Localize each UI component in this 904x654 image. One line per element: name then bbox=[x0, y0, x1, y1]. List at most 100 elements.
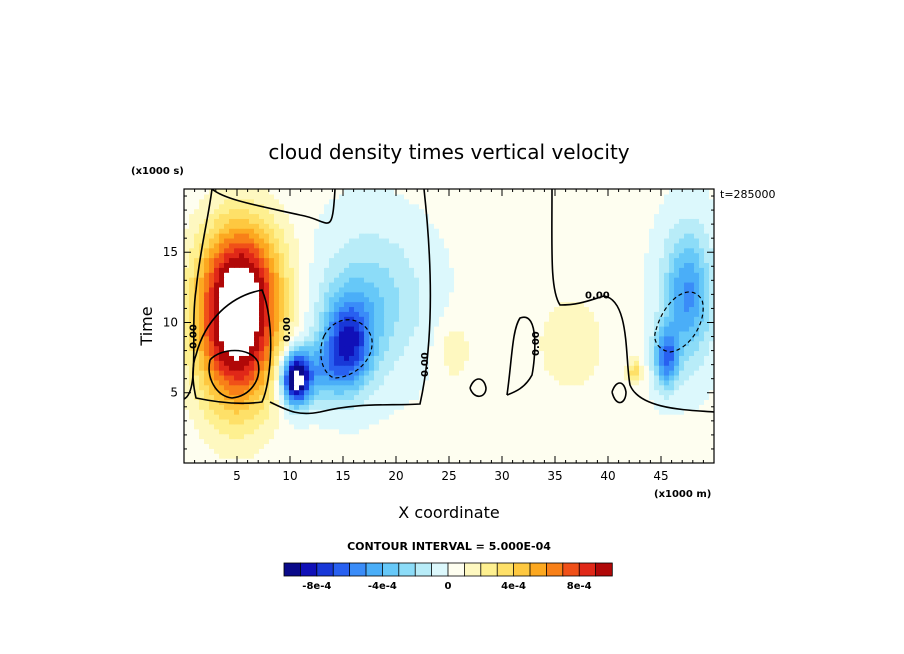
field-cell bbox=[324, 365, 330, 371]
field-cell bbox=[369, 306, 375, 312]
field-cell bbox=[254, 443, 260, 449]
field-cell bbox=[254, 453, 260, 459]
field-cell bbox=[489, 453, 495, 459]
field-cell bbox=[554, 379, 560, 386]
field-cell bbox=[264, 316, 270, 322]
field-cell bbox=[389, 389, 395, 396]
field-cell bbox=[454, 291, 460, 298]
field-cell bbox=[449, 365, 455, 371]
field-cell bbox=[499, 428, 505, 435]
field-cell bbox=[419, 306, 425, 312]
field-cell bbox=[659, 237, 665, 244]
field-cell bbox=[304, 301, 310, 308]
field-cell bbox=[459, 326, 465, 332]
field-cell bbox=[584, 306, 590, 312]
field-cell bbox=[404, 267, 410, 273]
field-cell bbox=[264, 409, 270, 415]
field-cell bbox=[694, 345, 700, 352]
field-cell bbox=[354, 340, 360, 347]
field-cell bbox=[309, 272, 315, 278]
field-cell bbox=[364, 365, 370, 371]
field-cell bbox=[214, 306, 220, 312]
field-cell bbox=[639, 389, 645, 396]
field-cell bbox=[469, 438, 475, 445]
field-cell bbox=[669, 414, 675, 420]
field-cell bbox=[469, 365, 475, 371]
field-cell bbox=[349, 448, 355, 454]
field-cell bbox=[189, 326, 195, 332]
field-cell bbox=[579, 281, 585, 288]
field-cell bbox=[504, 374, 510, 381]
field-cell bbox=[349, 291, 355, 298]
field-cell bbox=[454, 311, 460, 317]
field-cell bbox=[684, 414, 690, 420]
field-cell bbox=[314, 311, 320, 317]
field-cell bbox=[429, 443, 435, 449]
field-cell bbox=[579, 345, 585, 352]
field-cell bbox=[229, 423, 235, 430]
field-cell bbox=[344, 389, 350, 396]
field-cell bbox=[229, 321, 235, 327]
field-cell bbox=[634, 360, 640, 366]
field-cell bbox=[559, 291, 565, 298]
field-cell bbox=[704, 423, 710, 430]
field-cell bbox=[329, 291, 335, 298]
field-cell bbox=[344, 418, 350, 425]
field-cell bbox=[669, 379, 675, 386]
field-cell bbox=[404, 418, 410, 425]
field-cell bbox=[409, 306, 415, 312]
field-cell bbox=[674, 237, 680, 244]
field-cell bbox=[199, 414, 205, 420]
field-cell bbox=[619, 404, 625, 410]
field-cell bbox=[269, 247, 275, 254]
field-cell bbox=[279, 448, 285, 454]
field-cell bbox=[349, 335, 355, 342]
field-cell bbox=[369, 296, 375, 303]
field-cell bbox=[219, 247, 225, 254]
field-cell bbox=[384, 389, 390, 396]
field-cell bbox=[659, 252, 665, 259]
field-cell bbox=[344, 316, 350, 322]
field-cell bbox=[279, 247, 285, 254]
field-cell bbox=[499, 291, 505, 298]
field-cell bbox=[339, 428, 345, 435]
field-cell bbox=[449, 321, 455, 327]
field-cell bbox=[414, 326, 420, 332]
field-cell bbox=[694, 374, 700, 381]
field-cell bbox=[369, 394, 375, 400]
field-cell bbox=[219, 345, 225, 352]
field-cell bbox=[419, 272, 425, 278]
field-cell bbox=[504, 379, 510, 386]
field-cell bbox=[659, 340, 665, 347]
field-cell bbox=[464, 247, 470, 254]
field-cell bbox=[444, 443, 450, 449]
field-cell bbox=[519, 330, 525, 337]
field-cell bbox=[424, 399, 430, 405]
field-cell bbox=[369, 360, 375, 366]
field-cell bbox=[534, 350, 540, 356]
field-cell bbox=[649, 321, 655, 327]
field-cell bbox=[399, 242, 405, 249]
field-cell bbox=[534, 399, 540, 405]
field-cell bbox=[524, 374, 530, 381]
field-cell bbox=[654, 394, 660, 400]
field-cell bbox=[184, 453, 190, 459]
field-cell bbox=[649, 360, 655, 366]
field-cell bbox=[214, 418, 220, 425]
field-cell bbox=[234, 228, 240, 234]
field-cell bbox=[554, 321, 560, 327]
field-cell bbox=[549, 272, 555, 278]
field-cell bbox=[424, 326, 430, 332]
field-cell bbox=[659, 335, 665, 342]
field-cell bbox=[639, 438, 645, 445]
field-cell bbox=[184, 242, 190, 249]
field-cell bbox=[294, 252, 300, 259]
field-cell bbox=[594, 281, 600, 288]
field-cell bbox=[334, 453, 340, 459]
field-cell bbox=[379, 423, 385, 430]
field-cell bbox=[289, 418, 295, 425]
field-cell bbox=[224, 355, 230, 361]
field-cell bbox=[609, 306, 615, 312]
field-cell bbox=[319, 394, 325, 400]
field-cell bbox=[669, 281, 675, 288]
